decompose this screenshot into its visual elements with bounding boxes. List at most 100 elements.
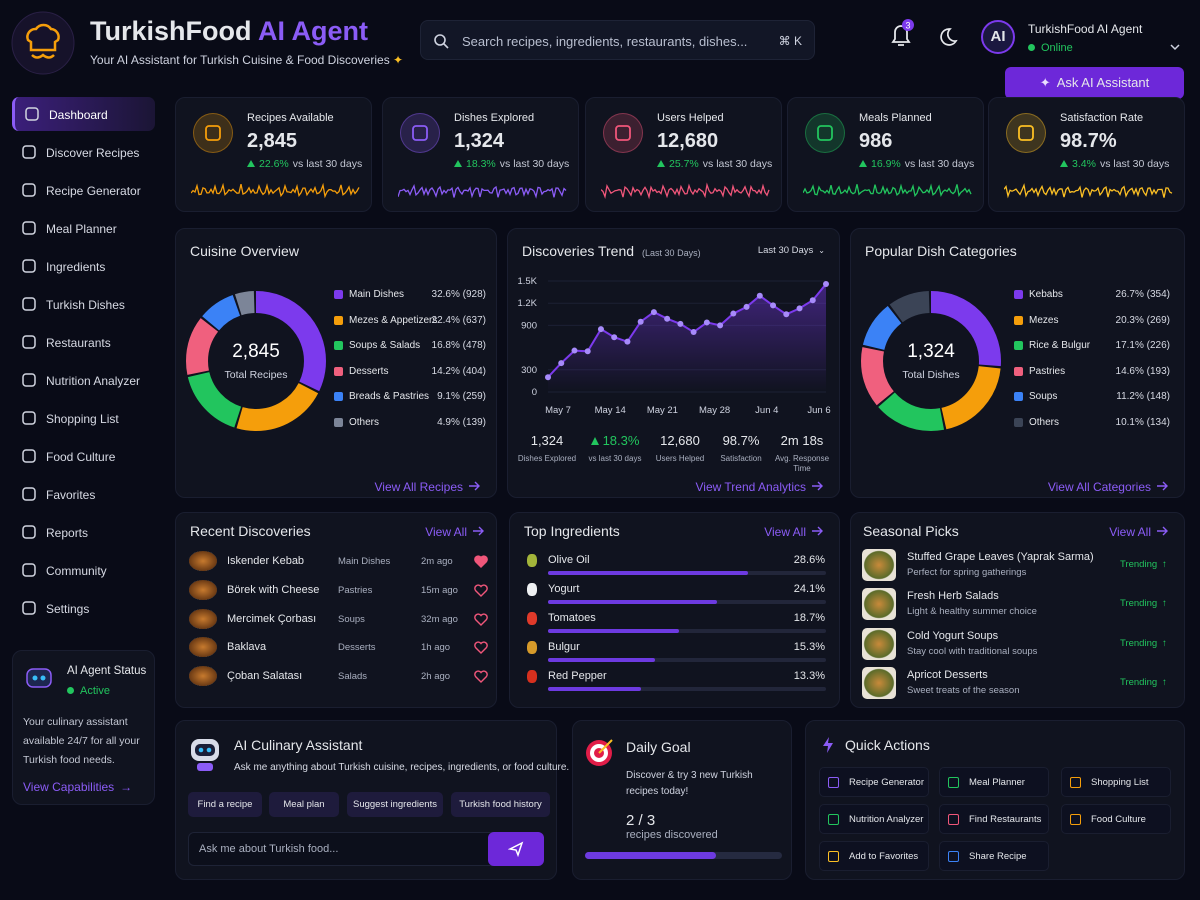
notifications[interactable]: 3 (888, 16, 918, 50)
action-label: Recipe Generator (849, 777, 924, 788)
nav-item[interactable]: Restaurants (12, 325, 155, 359)
dish-time: 2h ago (421, 671, 451, 683)
trend-point (717, 322, 724, 329)
legend-swatch (334, 392, 343, 402)
stat-glyph (615, 125, 631, 141)
status-title: AI Agent Status (67, 665, 147, 677)
dish-name: Mercimek Çorbası (227, 612, 317, 625)
sparkline (803, 183, 972, 198)
legend-label: Kebabs (1029, 289, 1063, 300)
nav-item[interactable]: Food Culture (12, 439, 155, 473)
ask-ai-button[interactable]: ✦ Ask AI Assistant (1005, 67, 1184, 99)
avatar[interactable]: AI (981, 20, 1015, 54)
nav-icon (22, 297, 36, 311)
nav-item[interactable]: Shopping List (12, 401, 155, 435)
card-link[interactable]: View All Recipes (375, 480, 483, 494)
bolt-icon (823, 737, 833, 753)
stat-icon (1006, 113, 1046, 153)
nav-item[interactable]: Reports (12, 515, 155, 549)
send-button[interactable] (488, 832, 544, 866)
quick-action[interactable]: Food Culture (1061, 804, 1171, 834)
chevron[interactable] (1169, 42, 1181, 52)
ingredient-bar (548, 687, 642, 691)
heart (474, 613, 488, 626)
change-value: 18.3% (466, 158, 496, 170)
nav-item[interactable]: Favorites (12, 477, 155, 511)
trend-point (770, 302, 777, 309)
action-icon (948, 851, 959, 862)
favorite-toggle[interactable] (474, 641, 488, 655)
x-tick-label: May 21 (647, 405, 678, 416)
quick-action[interactable]: Nutrition Analyzer (819, 804, 929, 834)
legend-swatch (1014, 418, 1023, 427)
nav-item[interactable]: Settings (12, 591, 155, 625)
card-link[interactable]: View Trend Analytics (695, 480, 825, 494)
nav-item[interactable]: Recipe Generator (12, 173, 155, 207)
suggestion-chip[interactable]: Find a recipe (188, 792, 262, 817)
icon-shape (22, 601, 36, 615)
up-triangle (1060, 160, 1068, 167)
favorite-toggle[interactable] (474, 584, 488, 597)
status-text: Online (1041, 42, 1073, 54)
sparkline-path (398, 184, 567, 199)
quick-action[interactable]: Recipe Generator (819, 767, 929, 797)
change-period: vs last 30 days (499, 158, 570, 170)
quick-action[interactable]: Meal Planner (939, 767, 1049, 797)
nav-item[interactable]: Ingredients (12, 249, 155, 283)
stat-card: Satisfaction Rate 98.7% 3.4% vs last 30 day… (988, 97, 1185, 212)
heart (474, 555, 488, 568)
recent-card: Recent Discoveries View All Iskender Kebab… (175, 512, 497, 708)
summary-label: Avg. Response Time (774, 454, 830, 473)
icon-shape (22, 411, 36, 425)
dart (598, 739, 613, 754)
suggestion-chip[interactable]: Meal plan (269, 792, 339, 817)
ingredient-bar (548, 571, 749, 575)
nav-item[interactable]: Community (12, 553, 155, 587)
nav-item[interactable]: Meal Planner (12, 211, 155, 245)
card-title: Seasonal Picks (863, 523, 959, 539)
card-link[interactable]: View All (764, 525, 825, 539)
trend-line (547, 283, 827, 378)
ingredient-value: 24.1% (793, 583, 825, 595)
suggestion-chip[interactable]: Turkish food history (451, 792, 550, 817)
nav-item[interactable]: Dashboard (12, 97, 155, 131)
stat-value: 98.7% (1060, 130, 1117, 152)
x-tick-label: May 28 (699, 405, 730, 416)
nav-item[interactable]: Discover Recipes (12, 135, 155, 169)
legend-value: 14.6% (193) (1115, 365, 1170, 377)
summary-item: 12,680 Users Helped (646, 433, 714, 464)
card-link[interactable]: View All (425, 525, 486, 539)
quick-action[interactable]: Add to Favorites (819, 841, 929, 871)
favorite-toggle[interactable] (474, 613, 488, 626)
nav-label: Meal Planner (46, 222, 117, 236)
nav-label: Favorites (46, 488, 96, 502)
ingredient-icon (527, 670, 537, 683)
status-link[interactable]: View Capabilities → (23, 780, 132, 794)
donut-center-label: Total Recipes (224, 369, 287, 381)
up-triangle (657, 160, 665, 167)
badge-arrow: ↑ (1162, 676, 1167, 688)
favorite-toggle[interactable] (474, 670, 488, 684)
quick-action[interactable]: Share Recipe (939, 841, 1049, 871)
icon-shape (22, 449, 36, 463)
quick-action[interactable]: Find Restaurants (939, 804, 1049, 834)
card-link[interactable]: View All (1109, 525, 1170, 539)
dish-time: 32m ago (421, 613, 458, 625)
card-link[interactable]: View All Categories (1048, 480, 1170, 494)
chat-input[interactable]: Ask me about Turkish food... (188, 832, 544, 866)
range-select[interactable]: Last 30 Days ⌄ (758, 245, 825, 256)
nav-item[interactable]: Nutrition Analyzer (12, 363, 155, 397)
stat-card: Recipes Available 2,845 22.6% vs last 30 da… (175, 97, 372, 212)
arrow-icon (812, 526, 823, 536)
up-triangle (247, 160, 255, 167)
change-value: 16.9% (871, 158, 901, 170)
trend-point (584, 348, 591, 355)
quick-action[interactable]: Shopping List (1061, 767, 1171, 797)
theme-toggle[interactable] (936, 26, 958, 48)
ingredient-icon (527, 554, 537, 567)
suggestion-chip[interactable]: Suggest ingredients (347, 792, 443, 817)
nav-item[interactable]: Turkish Dishes (12, 287, 155, 321)
favorite-toggle[interactable] (474, 555, 488, 568)
action-label: Find Restaurants (969, 814, 1042, 825)
search-box[interactable]: Search recipes, ingredients, restaurants… (420, 20, 815, 60)
